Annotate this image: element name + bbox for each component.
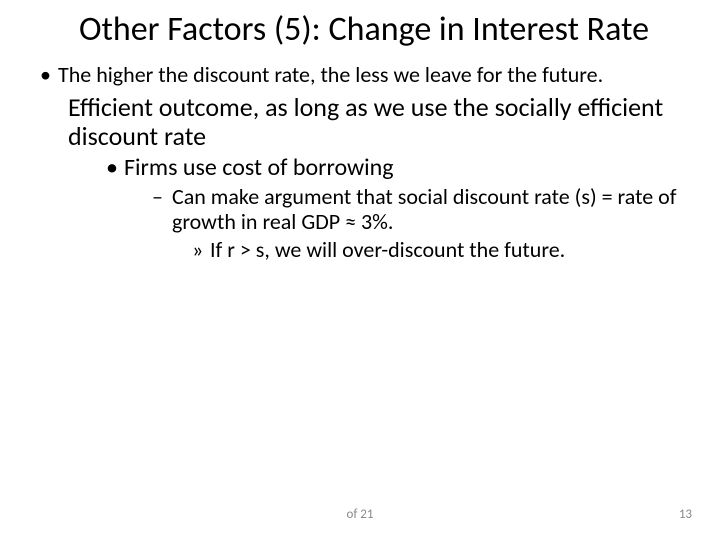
slide: Other Factors (5): Change in Interest Ra… [0,0,720,540]
page-number: 13 [679,507,692,522]
bullet-level-2: Efficient outcome, as long as we use the… [40,93,680,150]
bullet-level-1: The higher the discount rate, the less w… [40,63,680,87]
slide-body: The higher the discount rate, the less w… [0,49,720,262]
bullet-level-3: Firms use cost of borrowing [40,154,680,182]
slide-title: Other Factors (5): Change in Interest Ra… [0,0,720,49]
bullet-level-5: If r > s, we will over-discount the futu… [40,237,680,262]
footer-center: of 21 [0,507,720,522]
bullet-level-4: Can make argument that social discount r… [40,184,680,235]
